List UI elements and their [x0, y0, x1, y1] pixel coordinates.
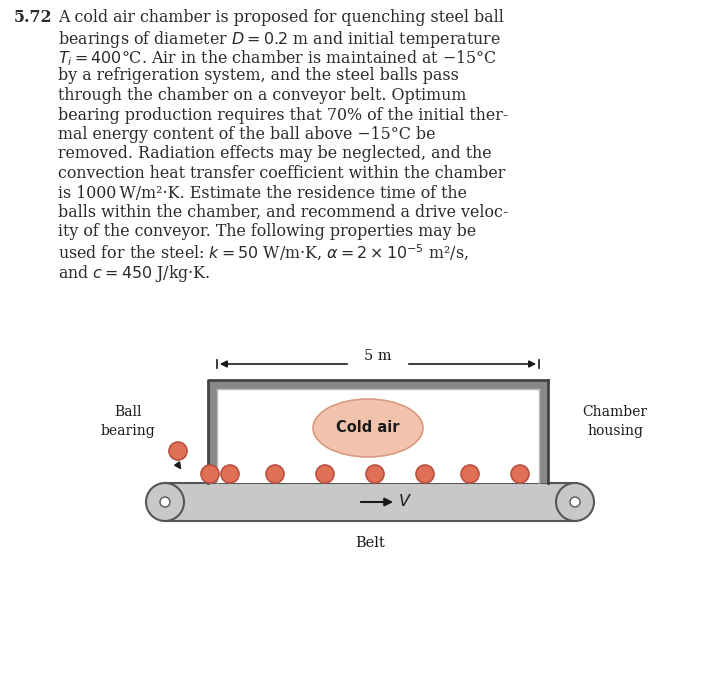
Ellipse shape: [146, 483, 184, 521]
Text: and $c = 450$ J/kg·K.: and $c = 450$ J/kg·K.: [58, 262, 210, 284]
Text: Ball
bearing: Ball bearing: [101, 405, 156, 437]
Text: $V$: $V$: [398, 493, 412, 511]
Circle shape: [160, 497, 170, 507]
Text: A cold air chamber is proposed for quenching steel ball: A cold air chamber is proposed for quenc…: [58, 9, 504, 26]
Circle shape: [266, 465, 284, 483]
Circle shape: [570, 497, 580, 507]
Circle shape: [461, 465, 479, 483]
Ellipse shape: [556, 483, 594, 521]
Circle shape: [511, 465, 529, 483]
Text: $T_i = 400$°C. Air in the chamber is maintained at −15°C: $T_i = 400$°C. Air in the chamber is mai…: [58, 48, 497, 68]
Text: Belt: Belt: [355, 536, 385, 550]
Circle shape: [366, 465, 384, 483]
Text: 5.72: 5.72: [14, 9, 53, 26]
Bar: [208, 380, 548, 389]
Bar: [539, 380, 548, 483]
Circle shape: [316, 465, 334, 483]
Text: Cold air: Cold air: [336, 420, 400, 435]
Ellipse shape: [313, 399, 423, 457]
Text: through the chamber on a conveyor belt. Optimum: through the chamber on a conveyor belt. …: [58, 87, 466, 104]
Circle shape: [201, 465, 219, 483]
Text: bearings of diameter $D = 0.2$ m and initial temperature: bearings of diameter $D = 0.2$ m and ini…: [58, 28, 501, 50]
Bar: [165, 483, 575, 521]
Text: convection heat transfer coefficient within the chamber: convection heat transfer coefficient wit…: [58, 165, 506, 182]
Text: mal energy content of the ball above −15°C be: mal energy content of the ball above −15…: [58, 126, 436, 143]
Text: is 1000 W/m²·K. Estimate the residence time of the: is 1000 W/m²·K. Estimate the residence t…: [58, 184, 467, 201]
Text: 5 m: 5 m: [364, 349, 392, 363]
Text: removed. Radiation effects may be neglected, and the: removed. Radiation effects may be neglec…: [58, 146, 491, 163]
Bar: [208, 380, 217, 483]
Text: ity of the conveyor. The following properties may be: ity of the conveyor. The following prope…: [58, 224, 476, 241]
Bar: [217, 389, 539, 483]
Text: Chamber
housing: Chamber housing: [582, 405, 648, 437]
Text: by a refrigeration system, and the steel balls pass: by a refrigeration system, and the steel…: [58, 68, 459, 84]
Circle shape: [169, 442, 187, 460]
Circle shape: [416, 465, 434, 483]
Circle shape: [221, 465, 239, 483]
Text: balls within the chamber, and recommend a drive veloc-: balls within the chamber, and recommend …: [58, 204, 508, 221]
Text: bearing production requires that 70% of the initial ther-: bearing production requires that 70% of …: [58, 106, 508, 124]
Text: used for the steel: $k = 50$ W/m·K, $\alpha = 2 \times 10^{-5}$ m²/s,: used for the steel: $k = 50$ W/m·K, $\al…: [58, 243, 469, 263]
